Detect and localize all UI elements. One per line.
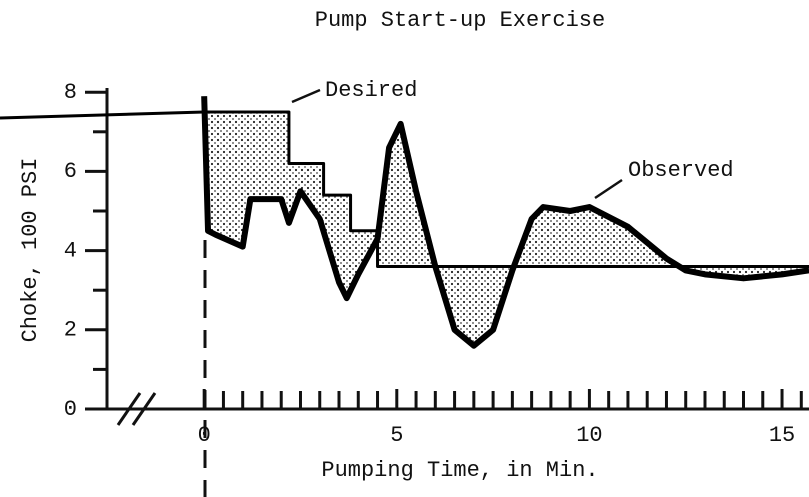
x-axis-label: Pumping Time, in Min. xyxy=(321,458,598,483)
chart-title: Pump Start-up Exercise xyxy=(315,8,605,33)
y-tick-label: 8 xyxy=(64,80,77,105)
x-tick-label: 5 xyxy=(390,423,403,448)
axis-break xyxy=(131,392,157,426)
y-tick-label: 4 xyxy=(64,238,77,263)
observed-line xyxy=(201,96,809,349)
y-tick-label: 0 xyxy=(64,397,77,422)
axis-break xyxy=(116,392,142,426)
y-tick-label: 6 xyxy=(64,159,77,184)
deviation-area xyxy=(204,96,809,346)
annotation: Desired xyxy=(325,78,417,103)
annotation-arrow xyxy=(594,178,623,200)
annotation-arrow xyxy=(291,88,321,104)
x-tick-label: 0 xyxy=(198,423,211,448)
y-axis-label: Choke, 100 PSI xyxy=(18,158,43,343)
y-tick-label: 2 xyxy=(64,318,77,343)
x-tick-label: 10 xyxy=(576,423,602,448)
x-tick-label: 15 xyxy=(769,423,795,448)
annotation: Observed xyxy=(628,158,734,183)
